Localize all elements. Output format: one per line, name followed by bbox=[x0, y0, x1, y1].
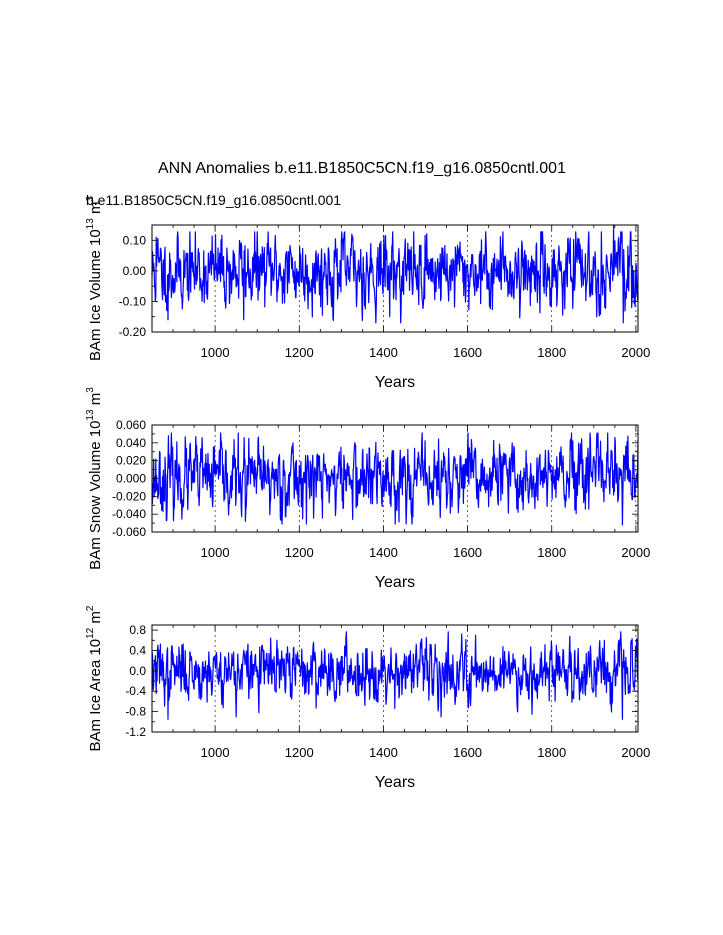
y-tick-label: 0.0 bbox=[129, 664, 146, 678]
x-tick-label: 1200 bbox=[285, 345, 314, 360]
series-line-bam-snow-volume bbox=[151, 432, 639, 526]
y-tick-label: -0.060 bbox=[112, 525, 146, 539]
y-tick-label: 0.040 bbox=[116, 436, 146, 450]
y-tick-label: 0.00 bbox=[123, 264, 147, 278]
x-axis-label: Years bbox=[375, 374, 415, 391]
y-tick-label: 0.4 bbox=[129, 643, 146, 657]
x-tick-label: 1400 bbox=[369, 745, 398, 760]
y-tick-label: 0.000 bbox=[116, 472, 146, 486]
x-tick-label: 1200 bbox=[285, 745, 314, 760]
x-axis-label: Years bbox=[375, 774, 415, 791]
figure-title: ANN Anomalies b.e11.B1850C5CN.f19_g16.08… bbox=[158, 160, 566, 177]
x-tick-label: 1000 bbox=[201, 545, 230, 560]
panels: 1000 1200 1400 1600 1800 2000 -0.20 -0.10 0.00 0.… bbox=[85, 196, 650, 791]
x-tick-label: 1600 bbox=[453, 745, 482, 760]
x-tick-label: 2000 bbox=[621, 745, 650, 760]
y-axis-label: BAm Ice Volume 1013 m3 bbox=[85, 196, 104, 362]
x-tick-label: 1400 bbox=[369, 545, 398, 560]
chart-panel-1: 1000 1200 1400 1600 1800 2000 -0.20 -0.10 0.00 0.… bbox=[85, 196, 650, 391]
y-tick-label: -1.2 bbox=[125, 725, 146, 739]
y-axis-label: BAm Snow Volume 1013 m3 bbox=[85, 387, 104, 570]
x-tick-label: 1800 bbox=[537, 745, 566, 760]
x-tick-label: 1400 bbox=[369, 345, 398, 360]
case-label: b.e11.B1850C5CN.f19_g16.0850cntl.001 bbox=[86, 192, 341, 208]
y-tick-label: -0.8 bbox=[125, 705, 146, 719]
x-tick-label: 1000 bbox=[201, 345, 230, 360]
y-tick-label: 0.020 bbox=[116, 454, 146, 468]
plot-frame bbox=[151, 624, 639, 733]
x-tick-label: 1800 bbox=[537, 545, 566, 560]
y-tick-label: 0.8 bbox=[129, 623, 146, 637]
y-tick-label: 0.10 bbox=[123, 233, 147, 247]
x-tick-label: 1600 bbox=[453, 345, 482, 360]
x-tick-label: 1800 bbox=[537, 345, 566, 360]
y-tick-label: -0.10 bbox=[119, 294, 147, 308]
chart-panel-3: 1000 1200 1400 1600 1800 2000 -1.2 -0.8 -0.4 0.0 0… bbox=[85, 605, 650, 791]
x-tick-label: 1600 bbox=[453, 545, 482, 560]
y-tick-label: -0.4 bbox=[125, 684, 146, 698]
y-tick-label: -0.020 bbox=[112, 489, 146, 503]
plot-frame bbox=[151, 224, 639, 333]
x-tick-label: 1000 bbox=[201, 745, 230, 760]
x-axis-label: Years bbox=[375, 574, 415, 591]
series-line-bam-ice-volume bbox=[151, 224, 639, 324]
series-line-bam-ice-area bbox=[151, 631, 639, 720]
x-tick-label: 2000 bbox=[621, 545, 650, 560]
y-tick-label: 0.060 bbox=[116, 418, 146, 432]
chart-panel-2: 1000 1200 1400 1600 1800 2000 -0.060 -0.040 -0.0… bbox=[85, 387, 650, 591]
y-tick-label: -0.20 bbox=[119, 325, 147, 339]
x-tick-label: 2000 bbox=[621, 345, 650, 360]
y-axis-label: BAm Ice Area 1012 m2 bbox=[85, 605, 104, 751]
y-tick-label: -0.040 bbox=[112, 507, 146, 521]
x-tick-label: 1200 bbox=[285, 545, 314, 560]
